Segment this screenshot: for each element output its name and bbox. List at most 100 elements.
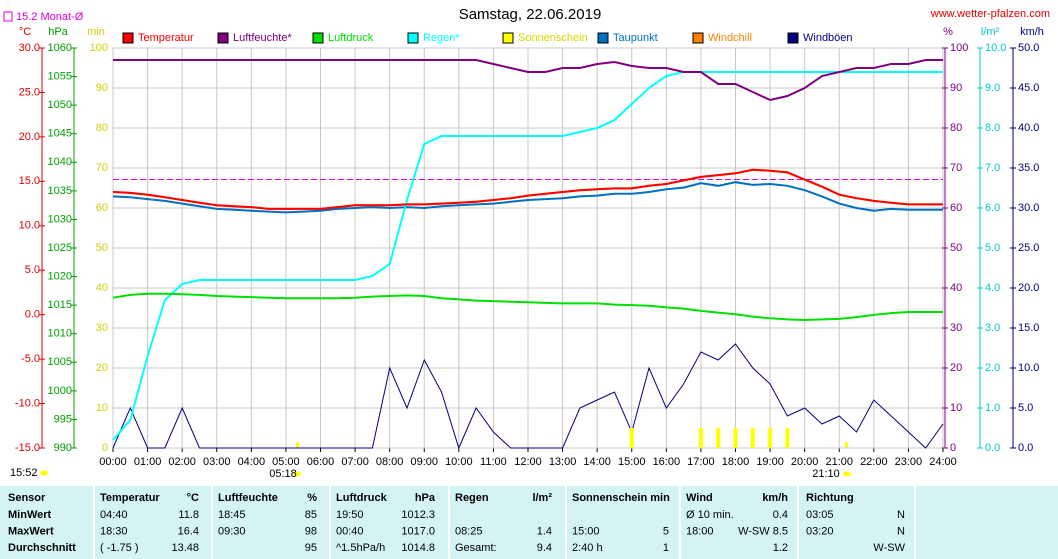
y-tick-label: 100 <box>90 42 108 54</box>
table-cell: 1017.0 <box>401 525 435 537</box>
legend-swatch <box>312 32 324 44</box>
y-tick-label: 1015 <box>48 299 72 311</box>
sunset: 21:10 <box>812 468 840 480</box>
table-header: hPa <box>415 492 436 504</box>
y-tick-label: 5.0 <box>1018 402 1033 414</box>
sun-icon <box>843 471 851 477</box>
y-tick-label: 995 <box>54 413 72 425</box>
y-tick-label: 70 <box>96 162 108 174</box>
x-tick-label: 18:00 <box>722 456 750 468</box>
x-tick-label: 17:00 <box>687 456 715 468</box>
source: www.wetter-pfalzen.com <box>930 8 1050 20</box>
x-tick-label: 14:00 <box>583 456 611 468</box>
table-cell: 18:30 <box>100 525 128 537</box>
x-tick-label: 21:00 <box>825 456 853 468</box>
table-cell: W-SW <box>873 542 905 554</box>
x-tick-label: 00:00 <box>99 456 127 468</box>
legend-label: Windchill <box>708 32 752 44</box>
y-tick-label: 100 <box>950 42 968 54</box>
table-cell: Durchschnitt <box>8 542 76 554</box>
legend-swatch <box>502 32 514 44</box>
table-cell: MinWert <box>8 509 52 521</box>
series-line <box>113 59 943 102</box>
y-tick-label: 1025 <box>48 242 72 254</box>
y-tick-label: 10 <box>96 402 108 414</box>
y-tick-label: 50 <box>950 242 962 254</box>
table-cell: 00:40 <box>336 525 364 537</box>
x-tick-label: 10:00 <box>445 456 473 468</box>
x-tick-label: 06:00 <box>307 456 335 468</box>
legend-swatch <box>787 32 799 44</box>
y-tick-label: 15.0 <box>1018 322 1039 334</box>
sunshine-bar <box>750 428 755 448</box>
table-cell: 08:25 <box>455 525 483 537</box>
y-tick-label: 90 <box>950 82 962 94</box>
table-header: l/m² <box>532 492 552 504</box>
table-header: °C <box>187 492 199 504</box>
y-tick-label: 10 <box>950 402 962 414</box>
table-cell: 1012.3 <box>401 509 435 521</box>
legend-swatch <box>122 32 134 44</box>
x-tick-label: 20:00 <box>791 456 819 468</box>
table-cell: 0.4 <box>773 509 788 521</box>
y-tick-label: -15.0 <box>15 442 40 454</box>
table-header: Regen <box>455 492 489 504</box>
table-cell: 03:05 <box>806 509 834 521</box>
table-header: km/h <box>762 492 788 504</box>
table-cell: ( -1.75 ) <box>100 542 139 554</box>
legend-label: Luftdruck <box>328 32 374 44</box>
y-tick-label: 60 <box>950 202 962 214</box>
table-cell: 04:40 <box>100 509 128 521</box>
y-tick-label: 1045 <box>48 128 72 140</box>
sun-icon <box>40 470 48 476</box>
x-tick-label: 12:00 <box>514 456 542 468</box>
table-header: Luftdruck <box>336 492 388 504</box>
table-cell: 18:45 <box>218 509 246 521</box>
table-cell: 13.48 <box>171 542 199 554</box>
x-tick-label: 24:00 <box>929 456 957 468</box>
month-avg-icon <box>3 11 13 22</box>
table-cell: MaxWert <box>8 525 54 537</box>
y-tick-label: 10.0 <box>1018 362 1039 374</box>
x-tick-label: 04:00 <box>238 456 266 468</box>
sunshine-bar <box>768 428 773 448</box>
series-line <box>112 292 943 322</box>
y-tick-label: 1010 <box>48 328 72 340</box>
y-tick-label: 990 <box>54 442 72 454</box>
x-tick-label: 15:00 <box>618 456 646 468</box>
y-tick-label: 1040 <box>48 156 72 168</box>
axis-unit: min <box>87 26 105 38</box>
axis-unit: °C <box>19 26 31 38</box>
y-tick-label: 20.0 <box>19 131 40 143</box>
table-header: Temperatur <box>100 492 160 504</box>
table-cell: 09:30 <box>218 525 246 537</box>
y-tick-label: 8.0 <box>985 122 1000 134</box>
series-line <box>112 181 943 214</box>
table-cell: 98 <box>305 525 317 537</box>
x-tick-label: 03:00 <box>203 456 231 468</box>
y-tick-label: 20 <box>96 362 108 374</box>
y-tick-label: 1055 <box>48 70 72 82</box>
x-tick-label: 22:00 <box>860 456 888 468</box>
table-cell: 9.4 <box>537 542 552 554</box>
y-tick-label: 50.0 <box>1018 42 1039 54</box>
sunshine-bar <box>629 428 634 448</box>
y-tick-label: 15.0 <box>19 175 40 187</box>
sunset-marker <box>845 442 848 448</box>
y-tick-label: 30 <box>950 322 962 334</box>
table-cell: 11.8 <box>178 509 199 521</box>
y-tick-label: 1050 <box>48 99 72 111</box>
table-cell: 18:00 <box>686 525 714 537</box>
legend-label: Regen* <box>423 32 460 44</box>
y-tick-label: 10.0 <box>985 42 1006 54</box>
y-tick-label: 6.0 <box>985 202 1000 214</box>
legend-label: Luftfeuchte* <box>233 32 292 44</box>
y-tick-label: 10.0 <box>19 220 40 232</box>
table-header: Luftfeuchte <box>218 492 278 504</box>
table-cell: 15:00 <box>572 525 600 537</box>
series-line <box>112 343 944 450</box>
axis-unit: hPa <box>48 26 68 38</box>
table-cell: N <box>897 509 905 521</box>
table-header: Richtung <box>806 492 854 504</box>
